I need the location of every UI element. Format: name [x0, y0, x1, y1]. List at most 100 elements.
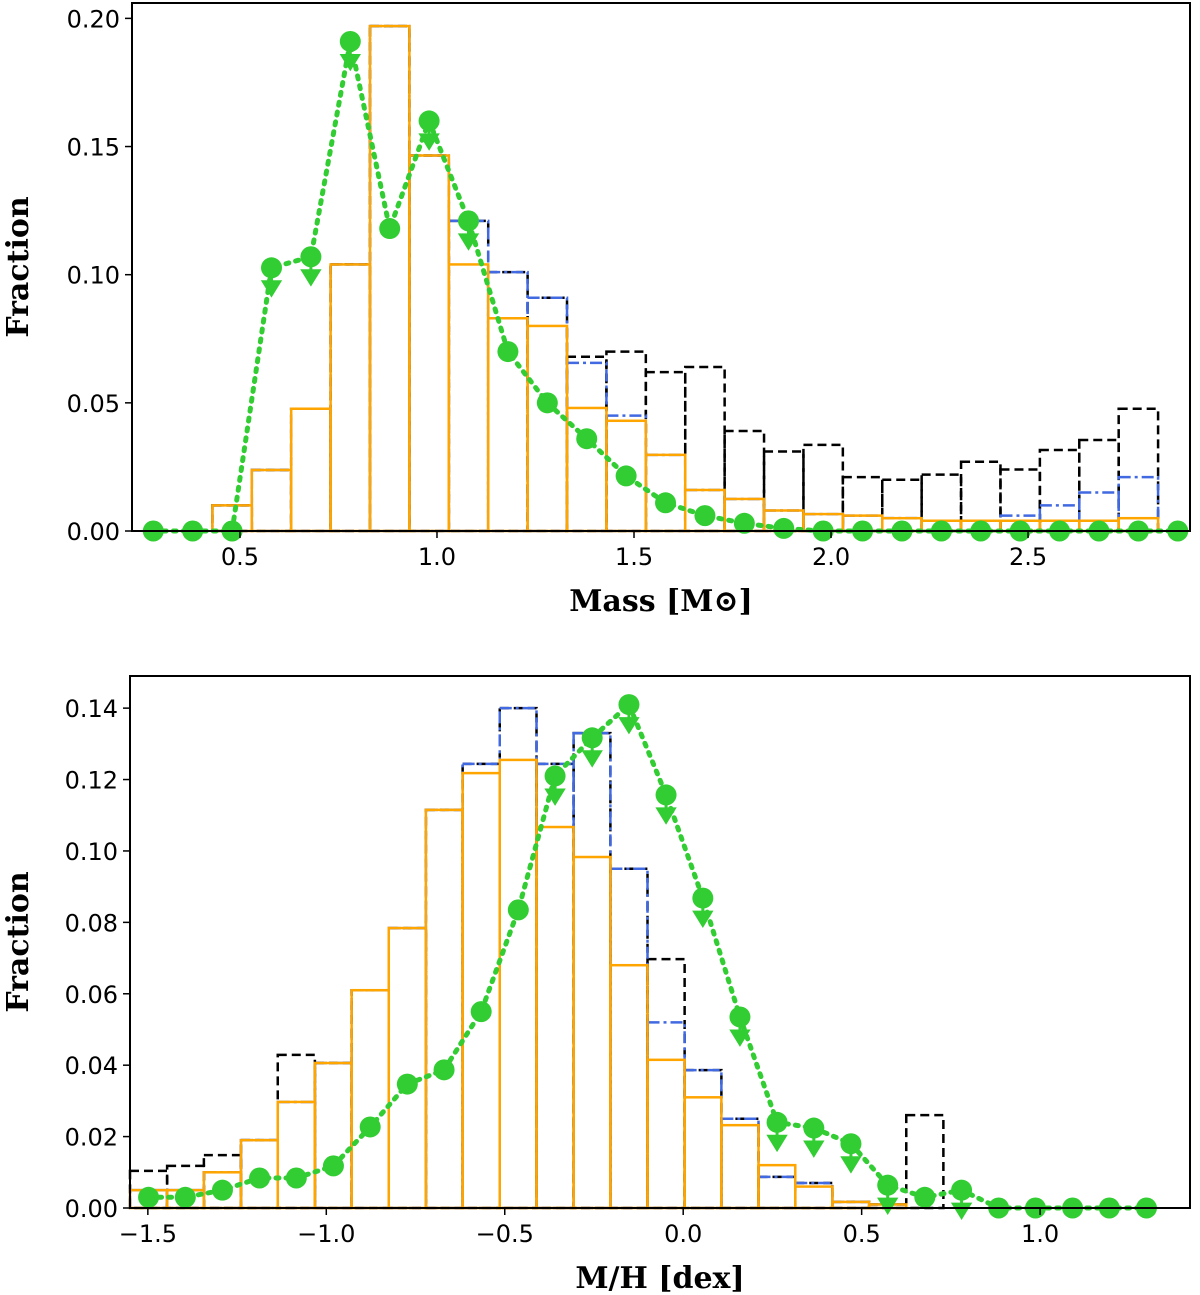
y-tick-label: 0.20: [67, 5, 120, 33]
upper-limit-arrow: [803, 1128, 825, 1158]
histogram-bar: [1038, 504, 1081, 533]
histogram-bar: [424, 808, 464, 1210]
histogram-bar: [289, 407, 332, 533]
data-point: [379, 218, 401, 240]
data-point: [507, 899, 529, 921]
upper-limit-arrow: [544, 775, 566, 806]
histogram-bar: [881, 478, 923, 533]
y-tick-label: 0.15: [67, 134, 120, 162]
upper-limit-arrow: [618, 704, 640, 735]
y-tick-label: 0.14: [65, 695, 118, 723]
y-axis-label: Fraction: [1, 871, 36, 1013]
histogram-bar: [461, 771, 502, 1210]
trend-line: [146, 700, 1149, 1211]
data-point: [138, 1186, 160, 1208]
y-tick-label: 0.02: [65, 1124, 118, 1152]
y-tick-label: 0.10: [65, 838, 118, 866]
plot-area: [142, 24, 1189, 542]
axes-frame: [129, 675, 1191, 1209]
y-tick-label: 0.06: [65, 981, 118, 1009]
upper-limit-arrow: [766, 1122, 788, 1153]
y-tick-label: 0.05: [67, 390, 120, 418]
upper-limit-arrow: [457, 220, 480, 251]
histogram-bar: [572, 855, 612, 1210]
histogram-bar: [535, 825, 575, 1210]
data-point: [396, 1073, 418, 1095]
x-tick-label: 0.0: [664, 1220, 702, 1248]
data-point: [692, 887, 714, 909]
upper-limit-arrow: [655, 794, 677, 825]
histogram-bar: [368, 24, 411, 533]
upper-limit-arrow: [339, 41, 361, 72]
x-tick-label: 2.0: [812, 543, 850, 571]
data-point: [914, 1186, 936, 1208]
upper-limit-arrow: [729, 1016, 751, 1047]
data-point: [497, 341, 519, 363]
upper-limit-arrow: [692, 898, 714, 928]
x-tick-label: 1.5: [615, 543, 653, 571]
data-point: [470, 1001, 492, 1023]
histogram-bar: [762, 450, 805, 533]
x-tick-label: 1.0: [418, 543, 456, 571]
y-tick-label: 0.08: [65, 909, 118, 937]
data-point: [322, 1155, 344, 1177]
histogram-bar: [313, 1061, 353, 1210]
data-point: [536, 392, 558, 414]
histogram-bar: [609, 963, 649, 1210]
plot-area: [128, 694, 1157, 1221]
histogram-bar: [526, 324, 569, 533]
upper-limit-arrow: [581, 737, 603, 768]
axes-frame: [131, 2, 1191, 532]
upper-limit-arrow: [418, 120, 440, 151]
data-point: [694, 505, 716, 527]
data-point: [249, 1167, 271, 1189]
data-point: [174, 1186, 196, 1208]
x-tick-label: −1.5: [119, 1220, 177, 1248]
x-tick-label: −1.0: [297, 1220, 355, 1248]
data-point: [615, 465, 637, 487]
x-tick-label: 0.5: [843, 1220, 881, 1248]
histogram-bar: [794, 1185, 834, 1210]
histogram-bar: [720, 1123, 760, 1210]
x-axis-label: Mass [M⊙]: [569, 584, 753, 619]
x-axis-label: M/H [dex]: [575, 1261, 744, 1295]
y-tick-label: 0.00: [65, 1195, 118, 1223]
data-point: [285, 1167, 307, 1189]
x-tick-label: 0.5: [221, 543, 259, 571]
data-point: [576, 428, 598, 450]
histogram-bar: [1117, 407, 1160, 533]
histogram-bar: [757, 1163, 797, 1210]
histogram-bar: [329, 263, 372, 533]
x-tick-label: 2.5: [1009, 543, 1047, 571]
histogram-bar: [447, 263, 490, 533]
histogram-bar: [350, 988, 391, 1210]
upper-limit-arrow: [950, 1190, 973, 1221]
histogram-bar: [683, 365, 726, 533]
y-tick-label: 0.00: [67, 518, 120, 546]
data-point: [359, 1116, 381, 1138]
y-axis-label: Fraction: [1, 196, 36, 338]
data-point: [773, 517, 795, 539]
data-point: [211, 1179, 233, 1201]
upper-limit-arrow: [840, 1143, 862, 1174]
histogram-bar: [1078, 438, 1120, 533]
histogram-bar: [1038, 448, 1081, 533]
x-tick-label: −0.5: [476, 1220, 534, 1248]
upper-limit-arrow: [260, 267, 283, 298]
y-tick-label: 0.12: [65, 767, 118, 795]
data-point: [733, 512, 755, 534]
histogram-bar: [408, 154, 451, 533]
histogram-bar: [276, 1100, 317, 1210]
y-tick-label: 0.10: [67, 262, 120, 290]
x-tick-label: 1.0: [1021, 1220, 1059, 1248]
upper-limit-arrow: [877, 1185, 899, 1216]
upper-limit-arrow: [300, 256, 322, 287]
histogram-bar: [683, 1096, 723, 1210]
data-point: [655, 492, 677, 514]
data-point: [433, 1059, 455, 1081]
histogram-bar: [250, 468, 293, 533]
histogram-bar: [646, 1058, 686, 1210]
histogram-bar: [498, 758, 538, 1210]
histogram-bar: [387, 926, 428, 1210]
